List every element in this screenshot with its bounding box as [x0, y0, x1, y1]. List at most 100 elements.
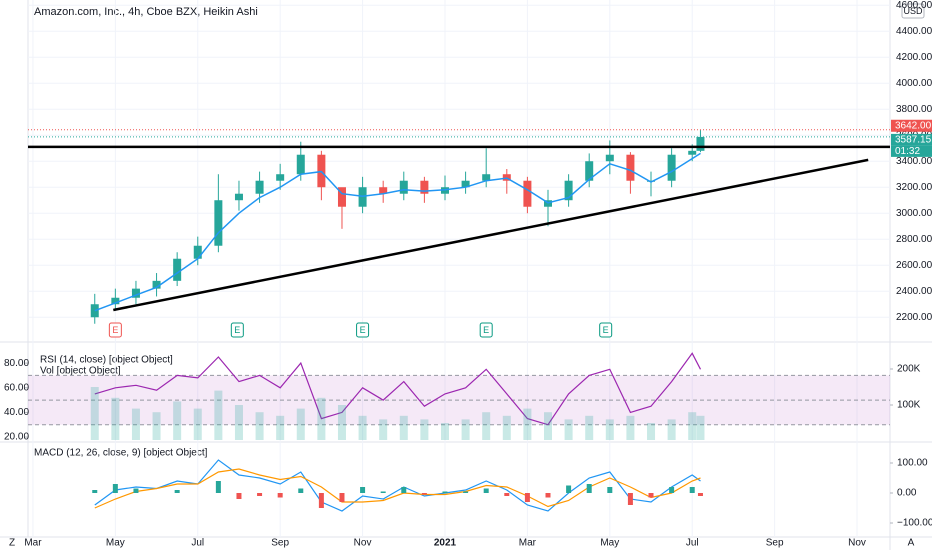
candle-body — [482, 174, 491, 181]
y-tick-label: 60.00 — [4, 382, 29, 393]
histogram-bar — [648, 493, 654, 498]
volume-bar — [234, 405, 243, 440]
histogram-bar — [380, 491, 386, 493]
earnings-marker — [230, 322, 244, 338]
volume-bar — [647, 423, 656, 440]
y-tick-label: 0.00 — [897, 488, 917, 499]
histogram-bar — [421, 493, 427, 495]
volume-bar — [440, 423, 449, 440]
volume-bar — [626, 415, 635, 440]
y-tick-label: 3400.00 — [896, 156, 932, 167]
candle-body — [337, 187, 346, 207]
candle-body — [234, 193, 243, 201]
x-tick-label: May — [106, 538, 125, 549]
candle-body — [564, 180, 573, 201]
candle-body — [379, 187, 388, 194]
earnings-label: E — [112, 325, 118, 335]
earnings-label: E — [483, 325, 489, 335]
y-tick-label: 20.00 — [4, 432, 29, 443]
histogram-bar — [697, 493, 703, 496]
x-tick-label: Sep — [766, 538, 784, 549]
y-tick-label: 2400.00 — [896, 286, 932, 297]
candle-body — [276, 174, 285, 181]
earnings-marker — [108, 322, 122, 338]
volume-bar — [461, 419, 470, 440]
x-tick-label: Mar — [519, 538, 537, 549]
candle-body — [585, 161, 594, 181]
volume-bar — [420, 419, 429, 440]
earnings-marker — [356, 322, 370, 338]
volume-bar — [131, 408, 140, 440]
histogram-bar — [174, 490, 180, 493]
legend-macd: MACD (12, 26, close, 9) [object Object] — [34, 448, 208, 459]
x-tick-label: Nov — [848, 538, 866, 549]
y-tick-label: 3200.00 — [896, 182, 932, 193]
histogram-bar — [607, 487, 613, 493]
histogram-bar — [215, 481, 221, 493]
histogram-bar — [360, 487, 366, 493]
price-label-box — [891, 133, 932, 146]
auto-scale[interactable]: A — [908, 538, 915, 549]
chart-title: Amazon.com, Inc., 4h, Cboe BZX, Heikin A… — [34, 6, 258, 18]
histogram-bar — [689, 487, 695, 493]
histogram-bar — [339, 493, 345, 502]
volume-bar — [358, 415, 367, 440]
candle-body — [420, 180, 429, 194]
price-label: 3587.15 — [895, 135, 932, 146]
volume-bar — [276, 415, 285, 440]
x-tick-label: 2021 — [434, 538, 457, 549]
legend-rsi: RSI (14, close) [object Object] — [40, 355, 173, 366]
x-tick-label: Jul — [686, 538, 699, 549]
candle-body — [667, 154, 676, 181]
volume-bar — [379, 419, 388, 440]
y-tick-label: 4600.00 — [896, 0, 932, 11]
y-tick-label: 100.00 — [897, 458, 928, 469]
histogram-bar — [318, 493, 324, 508]
x-tick-label: May — [600, 538, 619, 549]
candle-body — [90, 304, 99, 318]
volume-bar — [255, 412, 264, 440]
volume-bar — [482, 412, 491, 440]
histogram-bar — [298, 488, 304, 493]
volume-bar — [152, 412, 161, 440]
volume-bar — [90, 387, 99, 440]
histogram-bar — [627, 493, 633, 505]
currency-box[interactable] — [901, 3, 925, 19]
x-tick-label: Jul — [191, 538, 204, 549]
histogram-bar — [442, 491, 448, 493]
histogram-bar — [401, 487, 407, 493]
x-tick-label: Mar — [24, 538, 42, 549]
y-tick-label: 4200.00 — [896, 52, 932, 63]
currency[interactable]: USD — [903, 6, 923, 16]
volume-bar — [337, 405, 346, 440]
histogram-bar — [236, 493, 242, 499]
histogram-bar — [524, 493, 530, 502]
y-tick-label: 3000.00 — [896, 208, 932, 219]
volume-bar — [502, 415, 511, 440]
countdown-box — [891, 145, 932, 157]
y-tick-label: 80.00 — [4, 358, 29, 369]
candle-body — [111, 297, 120, 305]
volume-bar — [696, 415, 705, 440]
earnings-marker — [599, 322, 613, 338]
y-tick-label: 3800.00 — [896, 104, 932, 115]
candle-body — [214, 200, 223, 246]
volume-bar — [173, 401, 182, 440]
indicator-line — [94, 352, 702, 426]
candle-body — [399, 180, 408, 194]
volume-bar — [585, 415, 594, 440]
x-tick-label: Sep — [271, 538, 289, 549]
histogram-bar — [277, 493, 283, 498]
zoom-icon[interactable]: Z — [9, 538, 15, 549]
countdown: 01:32 — [895, 146, 920, 157]
y-tick-label: −100.00 — [897, 518, 932, 529]
y-tick-label: 40.00 — [4, 407, 29, 418]
x-tick-label: Nov — [354, 538, 372, 549]
volume-bar — [296, 408, 305, 440]
candle-body — [696, 136, 705, 151]
y-tick-label: 4400.00 — [896, 26, 932, 37]
y2-tick-label: 200K — [897, 364, 921, 375]
candle-body — [193, 245, 202, 259]
price-label: 3642.00 — [895, 120, 932, 131]
